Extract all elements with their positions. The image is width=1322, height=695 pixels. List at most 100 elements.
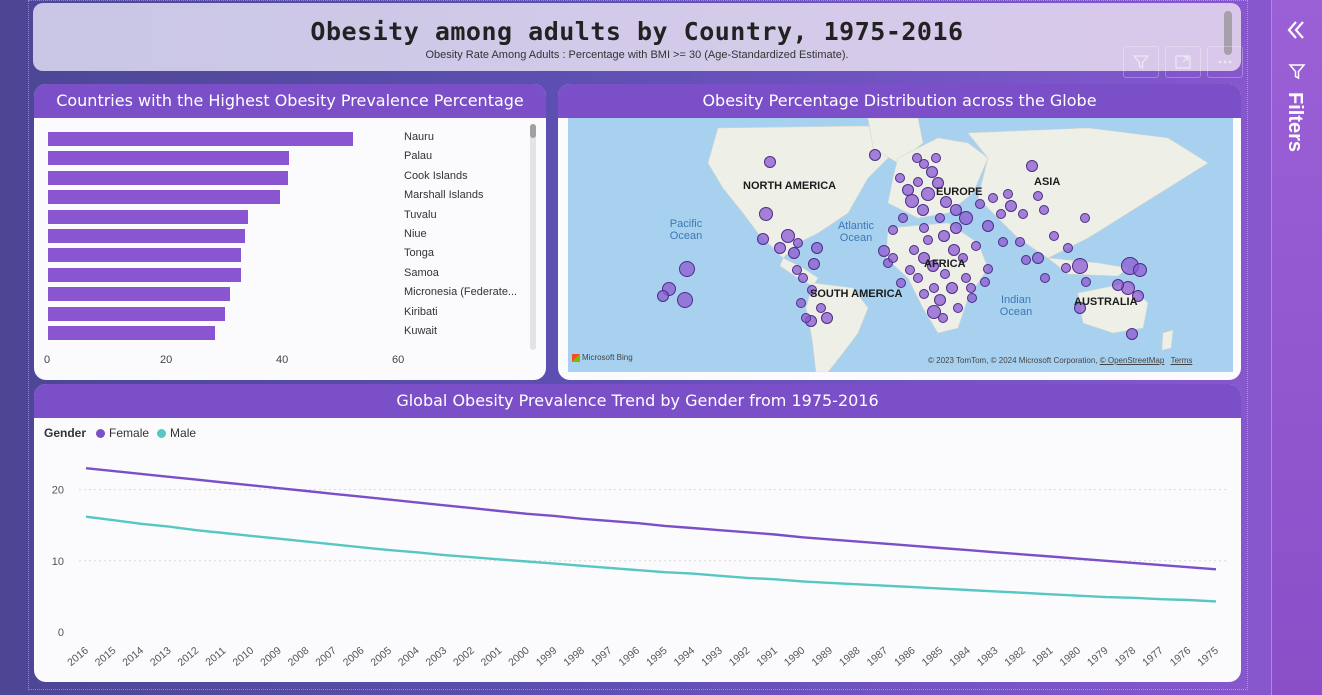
map-bubble[interactable] [801, 313, 811, 323]
map-bubble[interactable] [950, 222, 962, 234]
header-scrollbar[interactable] [1224, 11, 1232, 55]
map-bubble[interactable] [921, 187, 935, 201]
double-chevron-left-icon[interactable] [1284, 18, 1308, 46]
map-bubble[interactable] [1049, 231, 1059, 241]
map-bubble[interactable] [983, 264, 993, 274]
map-bubble[interactable] [821, 312, 833, 324]
map-bubble[interactable] [807, 285, 817, 295]
filter-icon[interactable] [1288, 62, 1306, 84]
bar[interactable] [48, 248, 242, 263]
bar[interactable] [48, 209, 249, 224]
map-bubble[interactable] [919, 159, 929, 169]
map-bubble[interactable] [927, 305, 941, 319]
focus-mode-icon[interactable] [1165, 46, 1201, 78]
map-bubble[interactable] [927, 260, 939, 272]
bar[interactable] [48, 267, 241, 282]
map-bubble[interactable] [935, 213, 945, 223]
map-bubble[interactable] [917, 204, 929, 216]
map-bubble[interactable] [869, 149, 881, 161]
map-bubble[interactable] [940, 196, 952, 208]
map-bubble[interactable] [1018, 209, 1028, 219]
map-bubble[interactable] [926, 166, 938, 178]
map-bubble[interactable] [913, 177, 923, 187]
map-bubble[interactable] [950, 204, 962, 216]
series-line-male[interactable] [85, 515, 1217, 603]
map-bubble[interactable] [1133, 263, 1147, 277]
map-bubble[interactable] [938, 230, 950, 242]
filter-icon[interactable] [1123, 46, 1159, 78]
map-bubble[interactable] [657, 290, 669, 302]
osm-link[interactable]: © OpenStreetMap [1099, 356, 1165, 365]
filters-pane[interactable] [1272, 0, 1322, 695]
map-bubble[interactable] [798, 273, 808, 283]
map-bubble[interactable] [1072, 258, 1088, 274]
map-bubble[interactable] [1033, 191, 1043, 201]
map-bubble[interactable] [980, 277, 990, 287]
bar-chart-scroll-thumb[interactable] [530, 124, 536, 138]
world-map[interactable]: NORTH AMERICA EUROPE ASIA AFRICA SOUTH A… [568, 118, 1233, 372]
map-bubble[interactable] [1063, 243, 1073, 253]
map-bubble[interactable] [1112, 279, 1124, 291]
map-bubble[interactable] [912, 153, 922, 163]
bar[interactable] [48, 190, 280, 205]
bar-chart-scrollbar[interactable] [530, 124, 536, 350]
map-bubble[interactable] [1081, 277, 1091, 287]
map-bubble[interactable] [988, 193, 998, 203]
map-bubble[interactable] [774, 242, 786, 254]
map-bubble[interactable] [953, 303, 963, 313]
map-bubble[interactable] [1080, 213, 1090, 223]
map-bubble[interactable] [679, 261, 695, 277]
bar[interactable] [48, 151, 289, 166]
map-bubble[interactable] [1032, 252, 1044, 264]
map-bubble[interactable] [895, 173, 905, 183]
legend-male[interactable]: Male [170, 426, 197, 440]
map-bubble[interactable] [923, 235, 933, 245]
map-bubble[interactable] [796, 298, 806, 308]
map-bubble[interactable] [919, 223, 929, 233]
map-bubble[interactable] [998, 237, 1008, 247]
map-bubble[interactable] [1021, 255, 1031, 265]
map-bubble[interactable] [1132, 290, 1144, 302]
map-bubble[interactable] [996, 209, 1006, 219]
map-bubble[interactable] [677, 292, 693, 308]
bar[interactable] [48, 229, 246, 243]
map-bubble[interactable] [909, 245, 919, 255]
map-bubble[interactable] [940, 269, 950, 279]
series-line-female[interactable] [85, 467, 1217, 571]
map-bubble[interactable] [1074, 302, 1086, 314]
more-options-icon[interactable] [1207, 46, 1243, 78]
map-bubble[interactable] [919, 289, 929, 299]
map-bubble[interactable] [1026, 160, 1038, 172]
map-bubble[interactable] [961, 273, 971, 283]
map-bubble[interactable] [1039, 205, 1049, 215]
map-bubble[interactable] [1005, 200, 1017, 212]
map-bubble[interactable] [948, 244, 960, 256]
map-bubble[interactable] [888, 225, 898, 235]
map-bubble[interactable] [929, 283, 939, 293]
filters-label[interactable]: Filters [1284, 92, 1306, 153]
map-bubble[interactable] [938, 313, 948, 323]
map-bubble[interactable] [913, 273, 923, 283]
bar[interactable] [48, 132, 353, 146]
legend-female[interactable]: Female [109, 426, 150, 440]
map-bubble[interactable] [959, 211, 973, 225]
map-bubble[interactable] [788, 247, 800, 259]
bar[interactable] [48, 287, 230, 302]
map-bubble[interactable] [975, 199, 985, 209]
map-bubble[interactable] [971, 241, 981, 251]
map-bubble[interactable] [888, 253, 898, 263]
map-bubble[interactable] [896, 278, 906, 288]
map-bubble[interactable] [811, 242, 823, 254]
map-bubble[interactable] [898, 213, 908, 223]
map-bubble[interactable] [1003, 189, 1013, 199]
map-bubble[interactable] [764, 156, 776, 168]
map-bubble[interactable] [808, 258, 820, 270]
bar[interactable] [48, 306, 226, 321]
map-bubble[interactable] [816, 303, 826, 313]
map-bubble[interactable] [967, 293, 977, 303]
map-bubble[interactable] [931, 153, 941, 163]
map-bubble[interactable] [966, 283, 976, 293]
map-bubble[interactable] [932, 177, 944, 189]
terms-link[interactable]: Terms [1170, 356, 1193, 365]
map-bubble[interactable] [905, 265, 915, 275]
